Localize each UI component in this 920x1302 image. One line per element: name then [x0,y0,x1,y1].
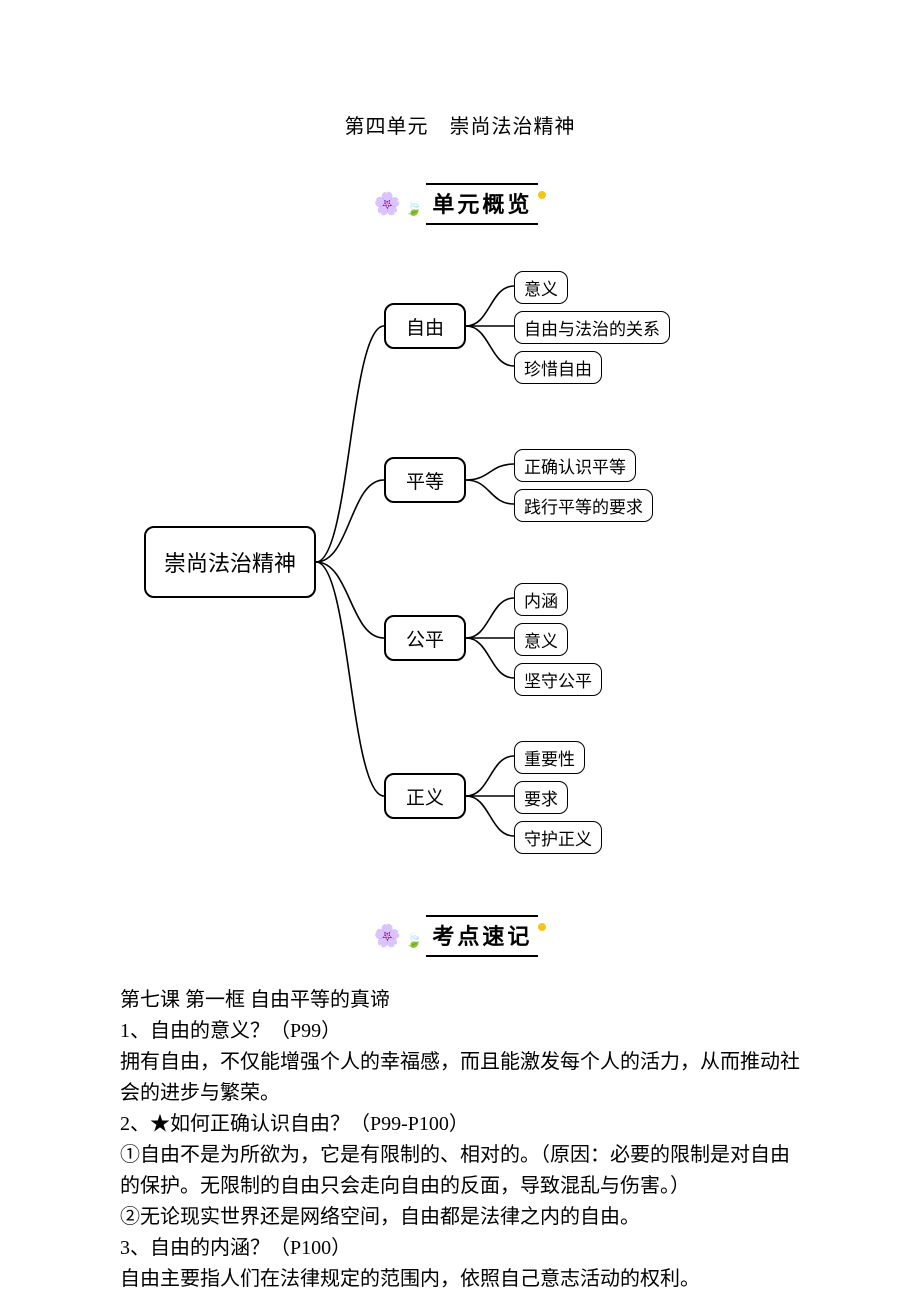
mindmap-leaf-zhengyi-2: 守护正义 [514,821,602,854]
overview-badge-wrap: 🌸🍃 单元概览 [0,183,920,225]
mindmap-leaf-pingdeng-1: 践行平等的要求 [514,489,653,522]
mindmap-leaf-ziyou-1: 自由与法治的关系 [514,311,670,344]
leaf-icon: 🍃 [405,933,422,950]
body-text: 第七课 第一框 自由平等的真谛1、自由的意义？（P99）拥有自由，不仅能增强个人… [120,985,800,1295]
page-title: 第四单元 崇尚法治精神 [0,0,920,139]
dot-icon [538,191,546,199]
body-line: 3、自由的内涵？（P100） [120,1233,800,1264]
mindmap-leaf-gongping-0: 内涵 [514,583,568,616]
mindmap-node-gongping: 公平 [384,615,466,661]
body-line: 拥有自由，不仅能增强个人的幸福感，而且能激发每个人的活力，从而推动社会的进步与繁… [120,1047,800,1109]
mindmap-leaf-zhengyi-0: 重要性 [514,741,585,774]
mindmap-leaf-ziyou-0: 意义 [514,271,568,304]
body-line: 自由主要指人们在法律规定的范围内，依照自己意志活动的权利。 [120,1264,800,1295]
overview-badge: 🌸🍃 单元概览 [374,183,547,225]
flower-icon: 🌸 [374,193,401,215]
review-badge-wrap: 🌸🍃 考点速记 [0,915,920,957]
mindmap-leaf-gongping-2: 坚守公平 [514,663,602,696]
overview-badge-text: 单元概览 [426,183,538,225]
mindmap-leaf-pingdeng-0: 正确认识平等 [514,449,636,482]
mindmap-root: 崇尚法治精神 [144,526,316,598]
mindmap-leaf-ziyou-2: 珍惜自由 [514,351,602,384]
body-line: ②无论现实世界还是网络空间，自由都是法律之内的自由。 [120,1202,800,1233]
mindmap: 崇尚法治精神自由意义自由与法治的关系珍惜自由平等正确认识平等践行平等的要求公平内… [100,245,820,905]
flower-icon: 🌸 [374,925,401,947]
mindmap-leaf-zhengyi-1: 要求 [514,781,568,814]
leaf-icon: 🍃 [405,201,422,218]
mindmap-node-pingdeng: 平等 [384,457,466,503]
body-line: 2、★如何正确认识自由？（P99-P100） [120,1109,800,1140]
mindmap-node-zhengyi: 正义 [384,773,466,819]
body-line: ①自由不是为所欲为，它是有限制的、相对的。（原因：必要的限制是对自由的保护。无限… [120,1140,800,1202]
body-line: 1、自由的意义？（P99） [120,1016,800,1047]
dot-icon [538,923,546,931]
mindmap-node-ziyou: 自由 [384,303,466,349]
body-line: 第七课 第一框 自由平等的真谛 [120,985,800,1016]
review-badge: 🌸🍃 考点速记 [374,915,547,957]
mindmap-leaf-gongping-1: 意义 [514,623,568,656]
review-badge-text: 考点速记 [426,915,538,957]
